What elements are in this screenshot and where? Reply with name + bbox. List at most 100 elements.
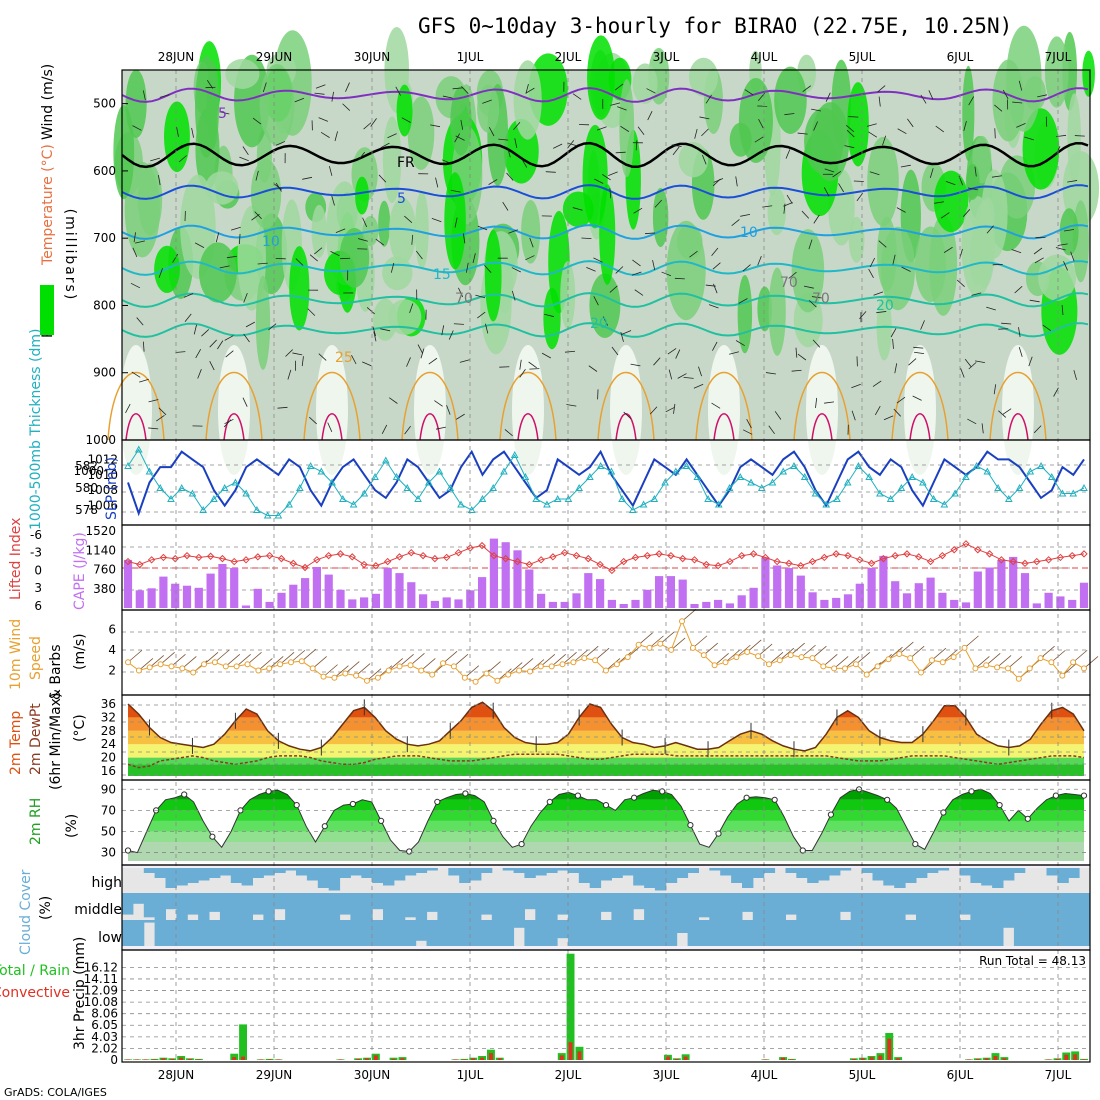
- precip-conv-bar: [161, 1058, 166, 1060]
- cloud-cell: [546, 868, 558, 873]
- wind-barb: [255, 170, 259, 181]
- precip-tick-label: 16.12: [84, 960, 118, 974]
- wind-barb: [962, 209, 971, 218]
- thickness-marker: [800, 472, 809, 480]
- wind10-marker: [1005, 665, 1011, 672]
- cloud-cell: [198, 893, 210, 920]
- cloud-cell: [296, 893, 308, 920]
- wind-barb: [209, 339, 217, 348]
- thickness-marker: [231, 478, 240, 486]
- slp-line: [127, 449, 1085, 517]
- wind10-barb: [334, 665, 349, 678]
- wind-barb: [869, 171, 880, 176]
- cape-bar: [867, 568, 876, 608]
- wind-barb: [824, 168, 835, 173]
- cloud-cell: [992, 920, 1004, 946]
- wind-barb: [553, 143, 563, 149]
- thickness-marker: [618, 494, 626, 502]
- wind-barb: [868, 268, 874, 278]
- wind10-marker: [342, 670, 349, 677]
- wind-barb: [856, 192, 864, 202]
- wind10-barb: [1051, 649, 1066, 663]
- wind-barb: [1061, 305, 1064, 316]
- cloud-cell: [306, 868, 319, 881]
- temp-contour-25: [793, 372, 851, 441]
- rh-patch: [962, 65, 975, 162]
- contour-label: 5: [397, 191, 406, 207]
- thickness-marker: [951, 489, 959, 497]
- cape-bar: [678, 579, 687, 608]
- wind-barb: [731, 219, 740, 227]
- cloud-cell: [1068, 868, 1080, 878]
- cloud-cell: [687, 868, 699, 873]
- rh-patch: [632, 63, 658, 104]
- li-marker: [206, 552, 215, 560]
- rh-patch: [847, 82, 869, 167]
- wind10-barb: [138, 658, 154, 671]
- li-marker: [903, 550, 911, 558]
- contour-label: 70: [780, 275, 798, 291]
- wind-barb: [252, 117, 262, 125]
- cloud-cell: [731, 868, 743, 883]
- cape-bar: [289, 584, 298, 608]
- cloud-cell: [415, 868, 428, 873]
- footer-credit: GrADS: COLA/IGES: [4, 1086, 107, 1099]
- wind-barb: [301, 356, 304, 367]
- precip-conv-bar: [1064, 1054, 1069, 1060]
- wind-barb: [245, 321, 256, 328]
- rh-patch: [767, 187, 787, 236]
- li-marker: [985, 550, 994, 558]
- cape-bar: [938, 592, 947, 608]
- cloud-cell: [317, 920, 330, 946]
- contour-label: 15: [433, 267, 451, 283]
- wind-barb: [588, 365, 598, 372]
- thickness-marker: [446, 483, 455, 491]
- cloud-cell: [274, 920, 286, 946]
- rh-patch: [992, 59, 1025, 142]
- cloud-cell: [742, 868, 754, 888]
- wind-barb: [387, 133, 397, 139]
- wind-barb: [1033, 425, 1042, 434]
- rh2m-marker: [406, 848, 413, 855]
- cape-bar: [218, 564, 227, 608]
- precip-conv-bar: [896, 1058, 900, 1060]
- cloud-cell: [720, 920, 732, 946]
- cape-bar: [891, 581, 900, 608]
- thickness-marker: [919, 478, 927, 486]
- wind10-barb: [355, 663, 371, 676]
- wind-barb: [668, 369, 673, 380]
- wind-barb: [508, 229, 518, 234]
- wind-barb: [968, 96, 975, 106]
- temp-contour-25: [499, 372, 557, 441]
- cloud-cell: [285, 893, 297, 920]
- cloud-cell: [894, 920, 906, 946]
- thickness-marker: [1080, 483, 1088, 491]
- wind-barb: [330, 251, 340, 257]
- cloud-cell: [785, 868, 797, 873]
- wind-barb: [485, 323, 489, 334]
- cape-bar: [1056, 596, 1065, 608]
- li-marker: [466, 544, 474, 552]
- temp-band: [128, 717, 1084, 731]
- precip-conv-bar: [241, 1056, 245, 1060]
- thickness-marker: [145, 467, 154, 475]
- wind10-barb: [323, 664, 338, 677]
- rh-patch: [666, 220, 706, 321]
- wind-barb: [239, 234, 241, 245]
- wind-barb: [1028, 356, 1033, 367]
- cape-bar: [324, 574, 333, 608]
- wind10-barb: [909, 645, 925, 659]
- wind-barb: [380, 328, 391, 332]
- rh-patch: [113, 104, 135, 200]
- cloud-cell: [589, 893, 602, 920]
- wind-barb: [783, 203, 786, 214]
- cloud-cell: [600, 868, 612, 881]
- cloud-cell: [263, 920, 275, 946]
- thickness-marker: [629, 505, 637, 513]
- wind-barb: [172, 253, 179, 263]
- wind-barb: [878, 240, 887, 248]
- precip-run-total: Run Total = 48.13: [979, 954, 1086, 968]
- wind-barb: [285, 349, 293, 357]
- li-marker: [525, 560, 533, 569]
- thickness-marker: [972, 461, 981, 469]
